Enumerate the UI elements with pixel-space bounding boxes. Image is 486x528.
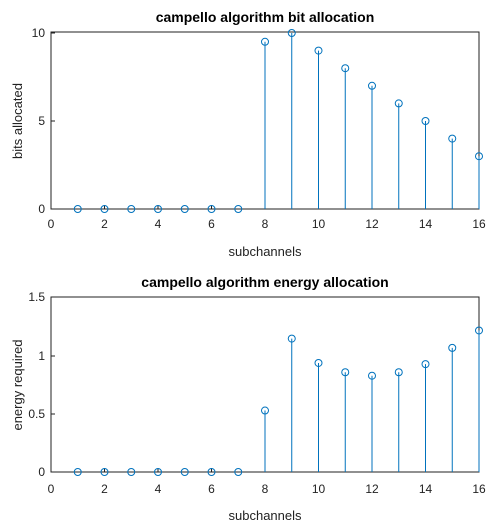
stem-marker-3 bbox=[127, 468, 136, 476]
stem-marker-6 bbox=[207, 205, 216, 213]
stem-marker-11 bbox=[341, 64, 350, 73]
stem-marker-1 bbox=[73, 468, 82, 476]
y-tick-label-0.5: 0.5 bbox=[28, 407, 45, 421]
x-tick-label-4: 4 bbox=[155, 217, 162, 231]
x-tick-label-10: 10 bbox=[312, 482, 326, 496]
stem-marker-8 bbox=[261, 406, 269, 415]
stem-marker-2 bbox=[100, 468, 109, 476]
stem-marker-3 bbox=[127, 205, 136, 213]
stem-marker-11 bbox=[341, 368, 350, 377]
stem-marker-12 bbox=[368, 81, 376, 90]
x-tick-label-2: 2 bbox=[101, 217, 108, 231]
stem-series bbox=[73, 326, 483, 476]
stem-marker-6 bbox=[207, 468, 216, 476]
y-tick-label-0: 0 bbox=[38, 465, 45, 479]
stem-marker-15 bbox=[448, 343, 457, 352]
stem-series bbox=[73, 29, 483, 213]
stem-marker-7 bbox=[234, 468, 243, 476]
y-ticks: 10 5 0 bbox=[32, 26, 55, 216]
stem-marker-4 bbox=[154, 205, 162, 213]
x-tick-label-8: 8 bbox=[262, 217, 269, 231]
stem-marker-14 bbox=[421, 360, 430, 369]
x-tick-label-0: 0 bbox=[48, 217, 55, 231]
x-tick-label-14: 14 bbox=[419, 217, 433, 231]
x-tick-label-10: 10 bbox=[312, 217, 326, 231]
stem-marker-13 bbox=[394, 368, 403, 377]
x-tick-label-12: 12 bbox=[365, 217, 379, 231]
x-tick-label-8: 8 bbox=[262, 482, 269, 496]
stem-marker-14 bbox=[421, 117, 430, 125]
stem-marker-5 bbox=[180, 468, 189, 476]
stem-marker-4 bbox=[154, 468, 162, 476]
x-tick-label-12: 12 bbox=[365, 482, 379, 496]
stem-marker-10 bbox=[314, 46, 323, 55]
y-tick-label-1.5: 1.5 bbox=[28, 290, 45, 304]
x-tick-label-14: 14 bbox=[419, 482, 433, 496]
x-tick-label-16: 16 bbox=[472, 217, 486, 231]
y-ticks: 1.5 1 0.5 0 bbox=[28, 290, 55, 479]
y-axis-label: energy required bbox=[10, 339, 25, 430]
stem-marker-12 bbox=[368, 371, 376, 380]
stem-marker-1 bbox=[73, 205, 82, 213]
stem-marker-15 bbox=[448, 134, 457, 143]
plot-bit-allocation: campello algorithm bit allocation 10 5 0… bbox=[10, 9, 486, 259]
chart-title: campello algorithm bit allocation bbox=[156, 9, 375, 25]
x-ticks: 0 2 4 6 8 10 12 14 16 bbox=[48, 468, 486, 496]
x-tick-label-6: 6 bbox=[208, 482, 215, 496]
x-tick-label-16: 16 bbox=[472, 482, 486, 496]
plot-energy-allocation: campello algorithm energy allocation 1.5… bbox=[10, 274, 486, 523]
stem-marker-5 bbox=[180, 205, 189, 213]
stem-marker-13 bbox=[394, 99, 403, 108]
chart-title: campello algorithm energy allocation bbox=[141, 274, 388, 290]
x-tick-label-4: 4 bbox=[155, 482, 162, 496]
x-tick-label-2: 2 bbox=[101, 482, 108, 496]
stem-marker-16 bbox=[475, 152, 483, 161]
stem-marker-2 bbox=[100, 205, 109, 213]
x-axis-label: subchannels bbox=[229, 244, 302, 259]
y-axis-label: bits allocated bbox=[10, 83, 25, 159]
x-tick-label-0: 0 bbox=[48, 482, 55, 496]
stem-marker-9 bbox=[287, 334, 296, 343]
y-tick-label-10: 10 bbox=[32, 26, 46, 40]
x-axis-label: subchannels bbox=[229, 508, 302, 523]
stem-marker-10 bbox=[314, 358, 323, 367]
x-tick-label-6: 6 bbox=[208, 217, 215, 231]
y-tick-label-0: 0 bbox=[38, 202, 45, 216]
y-tick-label-5: 5 bbox=[38, 114, 45, 128]
stem-marker-16 bbox=[475, 326, 483, 335]
stem-marker-9 bbox=[287, 29, 296, 37]
y-tick-label-1: 1 bbox=[38, 349, 45, 363]
stem-marker-8 bbox=[261, 37, 269, 46]
stem-marker-7 bbox=[234, 205, 243, 213]
